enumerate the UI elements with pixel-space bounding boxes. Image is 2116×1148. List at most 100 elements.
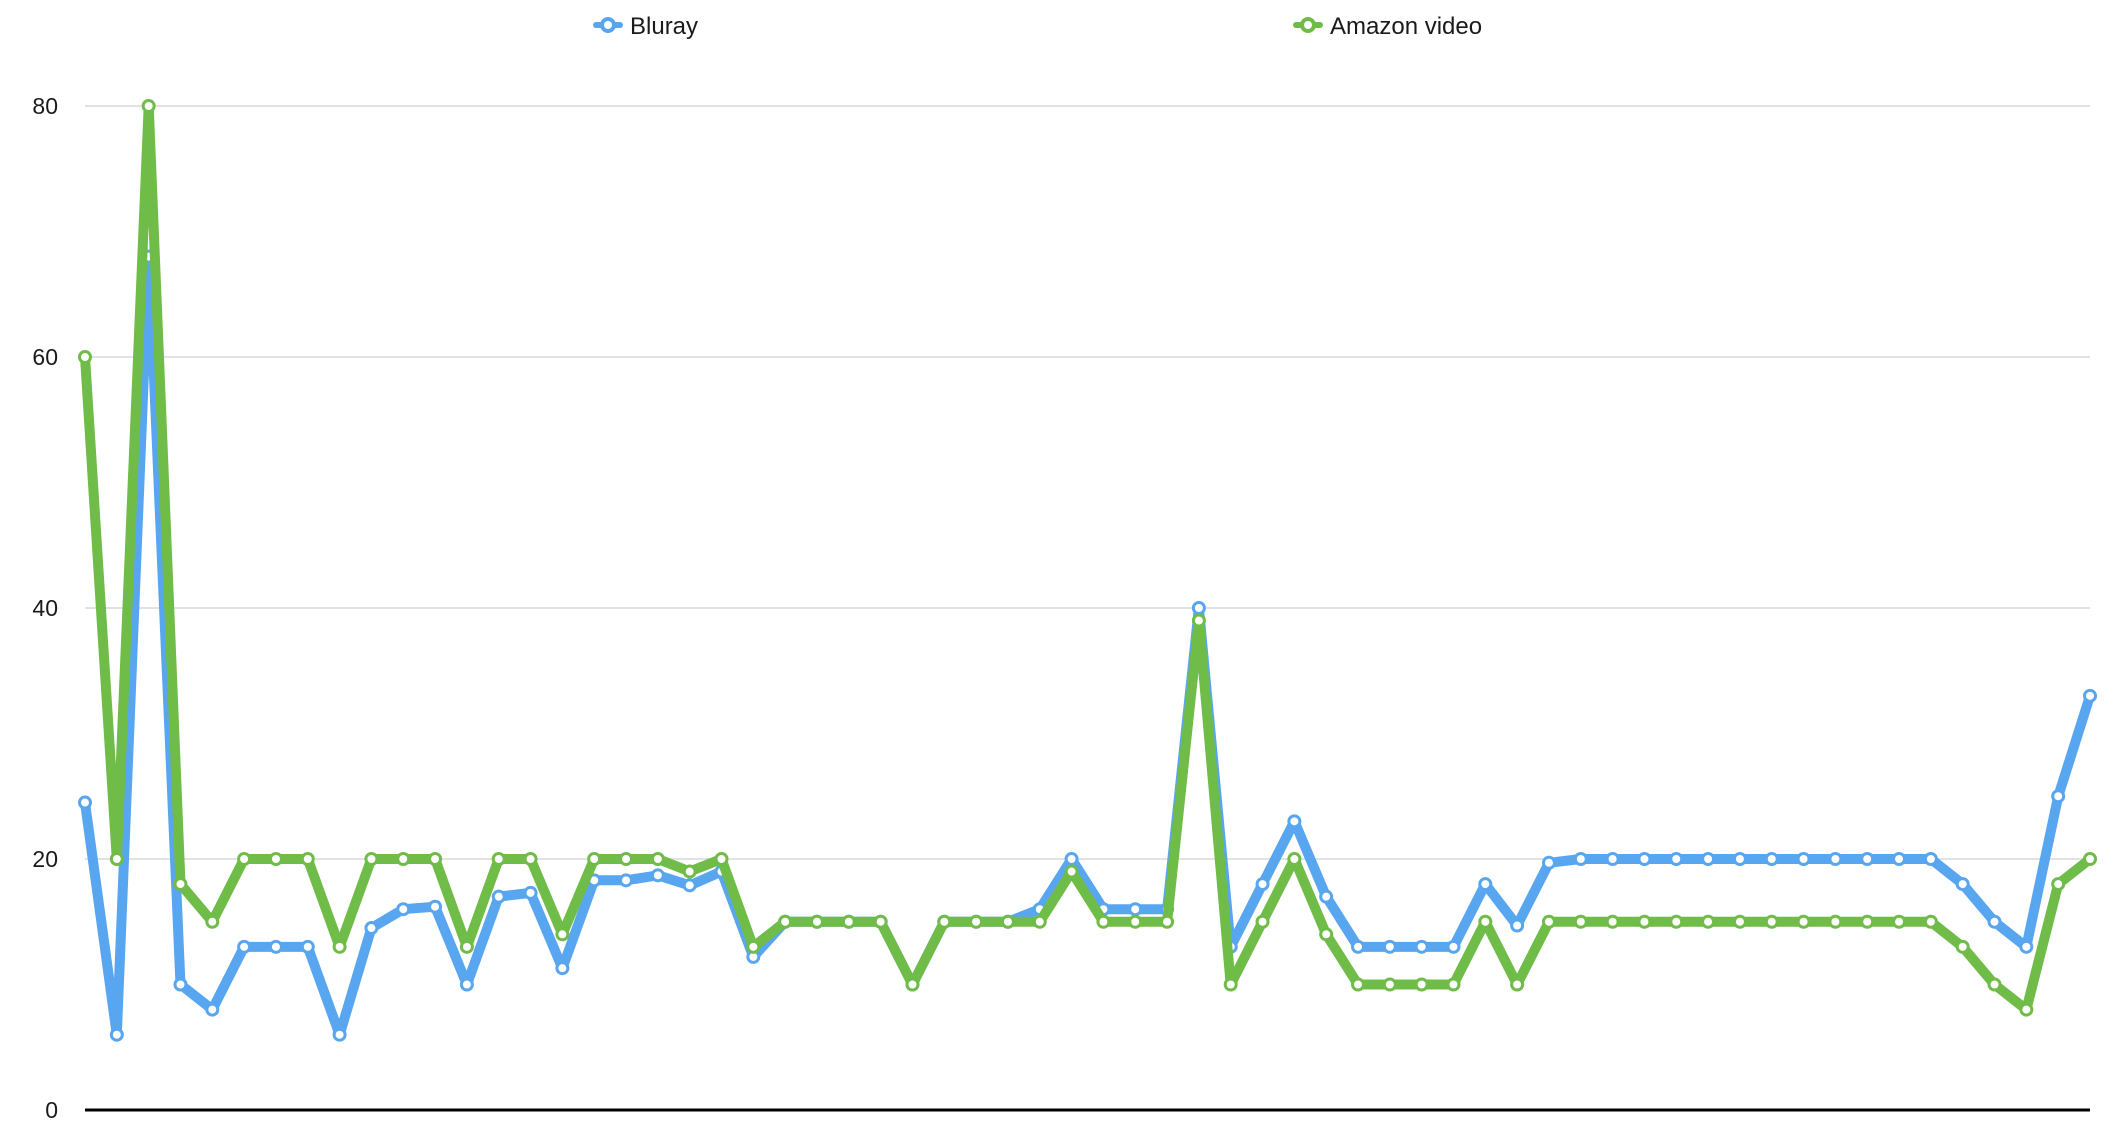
data-point bbox=[2051, 877, 2066, 892]
data-point bbox=[1128, 914, 1143, 929]
data-point bbox=[1573, 852, 1588, 866]
data-point bbox=[2051, 789, 2066, 804]
data-point bbox=[650, 852, 665, 866]
data-point bbox=[841, 914, 856, 929]
legend-item: Bluray bbox=[593, 13, 698, 40]
data-point bbox=[491, 889, 506, 904]
data-point bbox=[2083, 852, 2097, 866]
data-point bbox=[237, 852, 252, 866]
data-point bbox=[1732, 852, 1747, 866]
series-line bbox=[80, 251, 2095, 1040]
data-point bbox=[205, 1002, 220, 1017]
y-tick-label: 80 bbox=[32, 93, 58, 119]
data-point bbox=[237, 939, 252, 954]
data-point bbox=[1160, 914, 1175, 929]
data-point bbox=[1923, 914, 1938, 929]
data-point bbox=[1191, 601, 1206, 615]
data-point bbox=[109, 852, 124, 866]
data-point bbox=[1478, 914, 1493, 929]
data-point bbox=[1510, 918, 1525, 933]
data-point bbox=[1032, 914, 1047, 929]
data-point bbox=[1446, 977, 1461, 992]
data-point bbox=[1860, 914, 1875, 929]
data-point bbox=[905, 977, 920, 992]
data-point bbox=[969, 914, 984, 929]
data-point bbox=[1669, 914, 1684, 929]
data-point bbox=[1287, 852, 1302, 866]
legend-item: Amazon video bbox=[1293, 13, 1482, 40]
data-point bbox=[682, 864, 697, 879]
data-point bbox=[268, 852, 283, 866]
data-point bbox=[619, 873, 634, 888]
data-point bbox=[173, 877, 188, 892]
data-point bbox=[396, 902, 411, 917]
data-point bbox=[1701, 852, 1716, 866]
data-point bbox=[109, 1027, 124, 1042]
data-point bbox=[332, 1027, 347, 1042]
y-tick-label: 20 bbox=[32, 846, 58, 872]
data-point bbox=[1605, 852, 1620, 866]
data-point bbox=[1096, 914, 1111, 929]
data-point bbox=[459, 977, 474, 992]
data-point bbox=[268, 939, 283, 954]
data-point bbox=[396, 852, 411, 866]
data-point bbox=[619, 852, 634, 866]
legend-marker bbox=[1300, 17, 1316, 33]
data-point bbox=[555, 927, 570, 942]
data-point bbox=[1637, 914, 1652, 929]
data-point bbox=[364, 921, 379, 936]
legend-marker bbox=[600, 17, 616, 33]
data-point bbox=[523, 852, 538, 866]
data-point bbox=[1701, 914, 1716, 929]
legend: Bluray Amazon video bbox=[593, 13, 1482, 40]
y-tick-label: 60 bbox=[32, 344, 58, 370]
series-lines bbox=[78, 99, 2097, 1042]
data-point bbox=[1000, 914, 1015, 929]
data-point bbox=[937, 914, 952, 929]
data-point bbox=[746, 939, 761, 954]
data-point bbox=[1796, 852, 1811, 866]
gridlines bbox=[85, 105, 2090, 860]
data-point bbox=[300, 939, 315, 954]
data-point bbox=[428, 899, 443, 914]
data-point bbox=[491, 852, 506, 866]
data-point bbox=[1892, 852, 1907, 866]
data-point bbox=[1510, 977, 1525, 992]
data-point bbox=[78, 350, 92, 364]
data-point bbox=[778, 914, 793, 929]
data-point bbox=[1987, 914, 2002, 929]
data-point bbox=[1669, 852, 1684, 866]
data-point bbox=[1191, 613, 1206, 628]
y-axis: 0 20 40 60 80 bbox=[32, 93, 2090, 1123]
data-point bbox=[650, 868, 665, 883]
data-point bbox=[2019, 939, 2034, 954]
data-point bbox=[1128, 902, 1143, 917]
data-point bbox=[300, 852, 315, 866]
data-point bbox=[1255, 877, 1270, 892]
data-point bbox=[873, 914, 888, 929]
data-point bbox=[1860, 852, 1875, 866]
data-point bbox=[1319, 889, 1334, 904]
data-point bbox=[1764, 852, 1779, 866]
series-line bbox=[80, 101, 2095, 1015]
data-point bbox=[1637, 852, 1652, 866]
data-point bbox=[809, 914, 824, 929]
data-point bbox=[1351, 939, 1366, 954]
data-point bbox=[1319, 927, 1334, 942]
y-tick-label: 40 bbox=[32, 595, 58, 621]
data-point bbox=[1828, 852, 1843, 866]
data-point bbox=[1605, 914, 1620, 929]
data-point bbox=[1382, 939, 1397, 954]
data-point bbox=[1414, 977, 1429, 992]
data-point bbox=[205, 914, 220, 929]
data-point bbox=[1732, 914, 1747, 929]
data-point bbox=[1541, 855, 1556, 870]
data-point bbox=[459, 939, 474, 954]
series-1 bbox=[78, 99, 2097, 1017]
data-point bbox=[1955, 939, 1970, 954]
data-point bbox=[555, 961, 570, 976]
data-point bbox=[1955, 877, 1970, 892]
data-point bbox=[1446, 939, 1461, 954]
